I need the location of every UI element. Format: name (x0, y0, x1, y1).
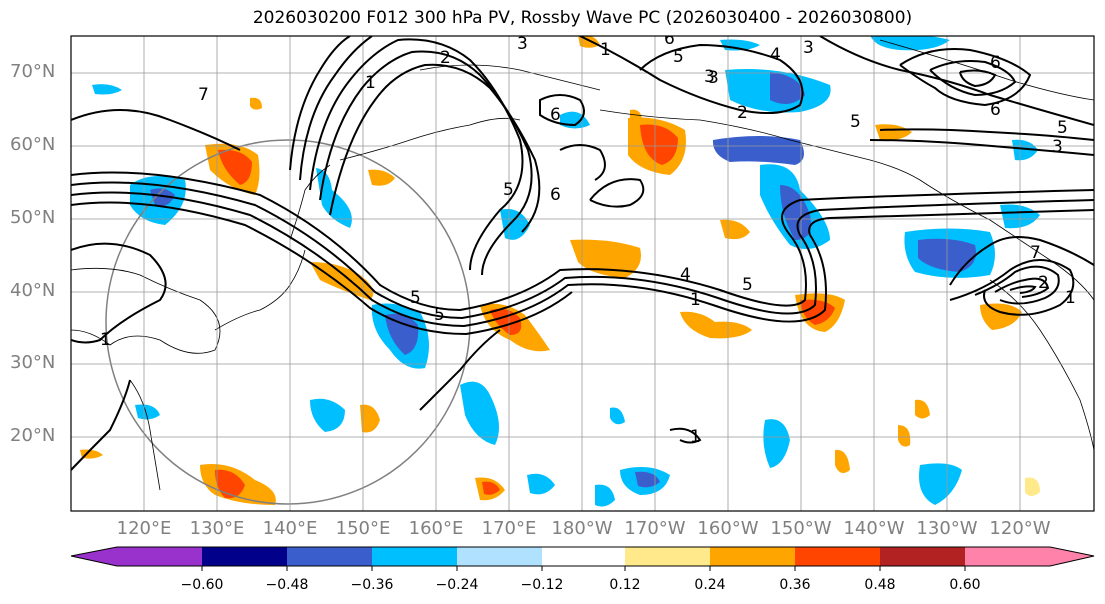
contour-label: 5 (1057, 118, 1068, 138)
contour-label: 3 (517, 34, 528, 54)
pv-contours (71, 36, 1094, 471)
contour-labels: 3 2 1 3 4 3 6 5 5 3 2 6 5 7 1 5 1 4 5 1 … (100, 29, 1076, 447)
contour-label: 3 (803, 38, 814, 58)
lat-label-60n: 60°N (10, 134, 56, 155)
contour-label: 1 (1065, 288, 1076, 308)
lon-label: 140°W (843, 518, 905, 539)
contour-label: 5 (410, 288, 421, 308)
contour-label: 2 (1038, 273, 1049, 293)
contour-label: 1 (600, 40, 611, 60)
contour-label: 5 (503, 180, 514, 200)
contour-label: 6 (550, 105, 561, 125)
map-frame (70, 35, 1095, 512)
contour-label: 1 (365, 73, 376, 93)
lon-label: 170°E (481, 518, 537, 539)
contour-label: 2 (737, 103, 748, 123)
colorbar-extend-low (71, 547, 117, 566)
contour-label: 6 (550, 185, 561, 205)
contour-label: 5 (850, 112, 861, 132)
contour-label: 6 (664, 29, 675, 49)
contour-label: 7 (1030, 243, 1041, 263)
colorbar-tick-label: 0.36 (779, 577, 811, 593)
lat-label-30n: 30°N (10, 352, 56, 373)
colorbar-tick-label: −0.48 (265, 577, 309, 593)
colorbar-extend-high (1050, 547, 1094, 566)
lon-label: 180°W (551, 518, 613, 539)
lat-label-50n: 50°N (10, 207, 56, 228)
contour-label: 3 (1052, 137, 1063, 157)
lon-label: 170°W (624, 518, 686, 539)
lat-label-40n: 40°N (10, 280, 56, 301)
range-circle (105, 139, 471, 505)
lon-label: 160°E (408, 518, 464, 539)
lon-label: 130°W (916, 518, 978, 539)
lon-label: 150°W (770, 518, 832, 539)
lon-label: 130°E (189, 518, 245, 539)
contour-label: 1 (690, 290, 701, 310)
colorbar-tick-label: −0.12 (520, 577, 564, 593)
contour-label: 1 (100, 330, 111, 350)
colorbar-tick-label: 0.12 (609, 577, 641, 593)
contour-label: 5 (434, 305, 445, 325)
lon-label: 150°E (335, 518, 391, 539)
lon-label: 120°W (989, 518, 1051, 539)
colorbar-tick-label: −0.60 (180, 577, 224, 593)
contour-label: 6 (990, 100, 1001, 120)
colorbar-tick-label: −0.36 (350, 577, 394, 593)
contour-label: 6 (990, 53, 1001, 73)
positive-anomaly-regions (80, 36, 1040, 505)
map-title: 2026030200 F012 300 hPa PV, Rossby Wave … (252, 8, 913, 28)
colorbar-tick-label: 0.48 (864, 577, 896, 593)
contour-label: 3 (708, 68, 719, 88)
colorbar-tick-label: 0.60 (949, 577, 981, 593)
lon-label: 160°W (697, 518, 759, 539)
colorbar (70, 546, 1095, 571)
graticule (71, 36, 1094, 511)
lat-label-20n: 20°N (10, 425, 56, 446)
contour-label: 4 (680, 265, 691, 285)
lon-label: 140°E (262, 518, 318, 539)
contour-label: 5 (742, 275, 753, 295)
contour-label: 3 (704, 67, 715, 87)
contour-label: 4 (770, 45, 781, 65)
lon-label: 120°E (116, 518, 172, 539)
contour-label: 7 (198, 85, 209, 105)
colorbar-tick-label: 0.24 (694, 577, 726, 593)
lat-label-70n: 70°N (10, 61, 56, 82)
colorbar-tick-label: −0.24 (435, 577, 479, 593)
contour-label: 1 (690, 427, 701, 447)
contour-label: 5 (673, 47, 684, 67)
contour-label: 2 (440, 48, 451, 68)
